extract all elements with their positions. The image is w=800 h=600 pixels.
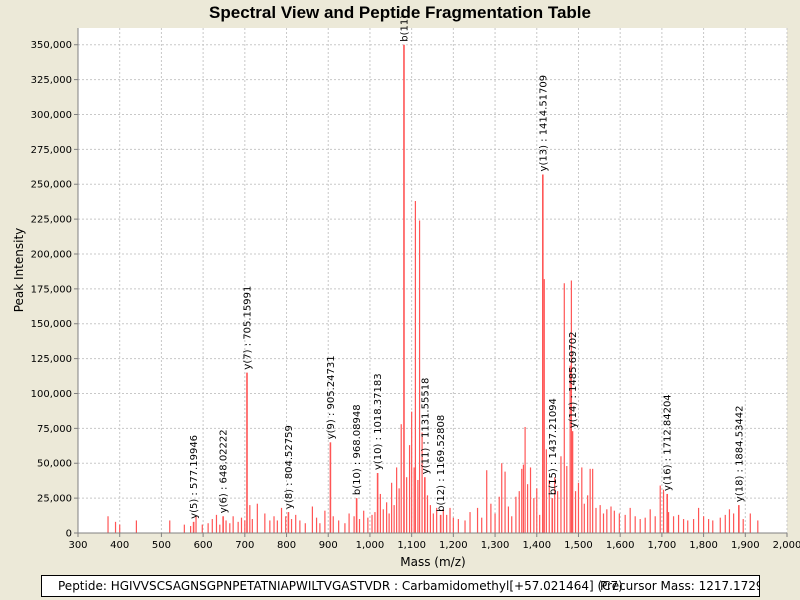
y-tick-label: 200,000	[31, 249, 72, 260]
x-tick-label: 300	[68, 540, 87, 551]
peak-label: y(7) : 705.15991	[242, 286, 253, 370]
x-tick-label: 1,700	[648, 540, 677, 551]
x-tick-label: 400	[110, 540, 129, 551]
peak-label: y(18) : 1884.53442	[734, 405, 745, 502]
y-tick-label: 125,000	[31, 354, 72, 365]
x-tick-label: 1,900	[731, 540, 760, 551]
peak-label: y(10) : 1018.37183	[373, 373, 384, 470]
peptide-sequence: Peptide: HGIVVSCSAGNSGPNPETATNIAPWILTVGA…	[58, 579, 623, 593]
x-tick-label: 1,100	[397, 540, 426, 551]
precursor-mass: Precursor Mass: 1217.1729	[600, 579, 760, 593]
x-axis: 300 400 500 600 700 800 900 1,000 1,100 1,200 1,30…	[68, 532, 800, 551]
peak-label: y(8) : 804.52759	[284, 425, 295, 509]
x-tick-label: 600	[194, 540, 213, 551]
y-tick-label: 150,000	[31, 319, 72, 330]
x-tick-label: 1,300	[481, 540, 510, 551]
y-axis: 0 25,000 50,000 75,000 100,000 125,000 150,000…	[31, 28, 79, 540]
y-axis-label: Peak Intensity	[12, 228, 26, 313]
peak-label: y(13) : 1414.51709	[538, 75, 549, 172]
x-tick-label: 2,000	[773, 540, 800, 551]
peak-label: y(11) : 1131.55518	[420, 378, 431, 475]
x-tick-label: 1,500	[564, 540, 593, 551]
chart-title: Spectral View and Peptide Fragmentation …	[209, 3, 591, 22]
y-tick-label: 325,000	[31, 75, 72, 86]
peak-label: y(5) : 577.19946	[189, 435, 200, 519]
x-tick-label: 900	[319, 540, 338, 551]
x-tick-label: 700	[235, 540, 254, 551]
y-tick-label: 75,000	[37, 424, 72, 435]
x-tick-label: 1,400	[522, 540, 551, 551]
peak-labels: y(5) : 577.19946 y(6) : 648.02222 y(7) : 7…	[189, 15, 745, 519]
peak-label: b(15) : 1437.21094	[548, 398, 559, 495]
peak-label: y(6) : 648.02222	[219, 429, 230, 513]
grid-lines	[77, 28, 788, 534]
y-tick-label: 275,000	[31, 145, 72, 156]
y-tick-label: 225,000	[31, 215, 72, 226]
x-tick-label: 500	[152, 540, 171, 551]
peak-label: b(10) : 968.08948	[352, 404, 363, 495]
y-tick-label: 100,000	[31, 389, 72, 400]
peptide-info-box: Peptide: HGIVVSCSAGNSGPNPETATNIAPWILTVGA…	[41, 575, 760, 597]
y-tick-label: 350,000	[31, 40, 72, 51]
peak-label: y(16) : 1712.84204	[663, 394, 674, 491]
x-tick-label: 1,200	[439, 540, 468, 551]
x-tick-label: 1,800	[689, 540, 718, 551]
peak-label: b(12) : 1169.52808	[436, 415, 447, 512]
y-tick-label: 0	[66, 529, 72, 540]
peak-bars	[107, 44, 759, 533]
x-tick-label: 1,600	[606, 540, 635, 551]
peak-label: b(11)	[399, 15, 410, 42]
y-tick-label: 25,000	[37, 494, 72, 505]
x-tick-label: 1,000	[356, 540, 385, 551]
x-tick-label: 800	[277, 540, 296, 551]
y-tick-label: 50,000	[37, 459, 72, 470]
x-axis-label: Mass (m/z)	[400, 555, 465, 569]
spectrum-chart: y(5) : 577.19946 y(6) : 648.02222 y(7) : 7…	[12, 15, 800, 569]
y-tick-label: 175,000	[31, 284, 72, 295]
plot-area	[78, 28, 787, 533]
y-tick-label: 250,000	[31, 180, 72, 191]
peak-label: y(14) : 1485.69702	[568, 332, 579, 429]
peak-label: y(9) : 905.24731	[326, 355, 337, 439]
y-tick-label: 300,000	[31, 110, 72, 121]
